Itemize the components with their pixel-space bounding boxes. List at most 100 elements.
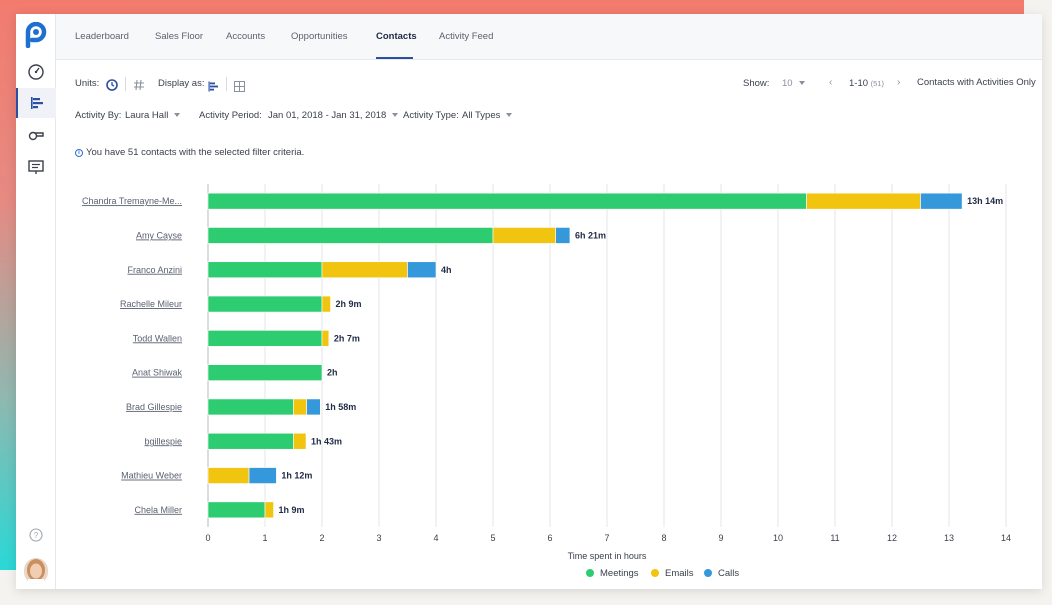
bar-segment-meetings — [207, 192, 807, 210]
chevron-down-icon — [392, 113, 399, 118]
tab-opportunities[interactable]: Opportunities — [291, 31, 348, 42]
bar-total-label: 2h 7m — [334, 333, 360, 343]
bar-view-icon[interactable] — [208, 79, 219, 92]
activity-by-value: Laura Hall — [125, 110, 169, 121]
bar-segment-meetings — [207, 227, 494, 244]
bar-segment-meetings — [207, 261, 323, 279]
bar-total-label: 13h 14m — [967, 196, 1003, 206]
contact-name-link[interactable]: Todd Wallen — [133, 333, 182, 343]
contact-name-link[interactable]: bgillespie — [144, 436, 182, 446]
x-tick-label: 14 — [1001, 533, 1011, 543]
bar-total-label: 1h 58m — [325, 402, 356, 412]
display-as-label: Display as: — [158, 78, 205, 89]
bar-segment-calls — [407, 261, 437, 279]
bar-segment-meetings — [207, 330, 323, 347]
x-tick-label: 9 — [718, 533, 723, 543]
activity-period-label: Activity Period: — [199, 110, 262, 121]
x-tick-label: 0 — [205, 533, 210, 543]
clock-icon[interactable] — [106, 78, 118, 91]
bar-total-label: 1h 12m — [281, 471, 312, 481]
pagination-range-value: 1-10 — [849, 78, 869, 89]
activity-type-select[interactable]: All Types — [462, 110, 513, 121]
tab-sales-floor[interactable]: Sales Floor — [155, 31, 204, 42]
bar-segment-emails — [492, 227, 557, 244]
bar-segment-calls — [555, 227, 571, 244]
main-content: Leaderboard Sales Floor Accounts Opportu… — [56, 14, 1042, 589]
x-tick-label: 7 — [604, 533, 609, 543]
x-tick-label: 2 — [319, 533, 324, 543]
contact-name-link[interactable]: Mathieu Weber — [121, 471, 182, 481]
activity-by-select[interactable]: Laura Hall — [125, 110, 181, 121]
contact-name-link[interactable]: Rachelle Mileur — [120, 299, 182, 309]
tab-leaderboard[interactable]: Leaderboard — [75, 31, 129, 42]
bar-segment-emails — [207, 467, 250, 484]
app-window: ? Leaderboard Sales Floor Accounts Oppor… — [16, 14, 1042, 589]
contact-name-link[interactable]: Chandra Tremayne-Me... — [82, 196, 182, 206]
tab-activity-feed[interactable]: Activity Feed — [439, 31, 494, 42]
left-sidebar: ? — [16, 14, 56, 589]
page-size-select[interactable]: 10 — [782, 78, 805, 89]
bar-segment-emails — [293, 398, 307, 416]
hash-icon[interactable] — [133, 78, 145, 91]
legend-dot — [586, 569, 594, 577]
help-icon[interactable]: ? — [16, 520, 56, 550]
bar-total-label: 1h 43m — [311, 436, 342, 446]
legend-label: Emails — [665, 568, 694, 579]
chevron-down-icon — [174, 113, 181, 118]
prev-page-icon[interactable]: ‹ — [829, 77, 833, 88]
bar-segment-meetings — [207, 364, 323, 381]
tab-accounts[interactable]: Accounts — [226, 31, 266, 42]
x-tick-label: 13 — [944, 533, 954, 543]
x-tick-label: 8 — [661, 533, 666, 543]
page-size-value: 10 — [782, 78, 793, 89]
bar-segment-meetings — [207, 295, 323, 313]
next-page-icon[interactable]: › — [897, 77, 901, 88]
bar-chart-icon[interactable] — [16, 88, 56, 118]
x-tick-label: 4 — [433, 533, 438, 543]
presentation-icon[interactable] — [16, 152, 56, 182]
activity-type-label: Activity Type: — [403, 110, 459, 121]
legend-item-meetings: Meetings — [586, 568, 639, 579]
activity-period-select[interactable]: Jan 01, 2018 - Jan 31, 2018 — [268, 110, 399, 121]
units-label: Units: — [75, 78, 100, 89]
x-tick-label: 6 — [547, 533, 552, 543]
bar-segment-calls — [306, 398, 321, 416]
activity-type-value: All Types — [462, 110, 501, 121]
show-label: Show: — [743, 78, 770, 89]
dashboard-icon[interactable] — [16, 57, 56, 87]
contact-name-link[interactable]: Chela Miller — [134, 505, 182, 515]
x-axis-title: Time spent in hours — [568, 551, 647, 561]
x-tick-label: 5 — [490, 533, 495, 543]
bar-segment-calls — [920, 192, 963, 210]
chevron-down-icon — [798, 81, 805, 86]
grid-view-icon[interactable] — [234, 79, 245, 92]
info-message-text: You have 51 contacts with the selected f… — [86, 147, 305, 158]
user-avatar[interactable] — [24, 558, 48, 584]
activity-by-label: Activity By: — [75, 110, 122, 121]
bar-total-label: 2h — [327, 368, 338, 378]
bar-total-label: 6h 21m — [575, 230, 606, 240]
whistle-icon[interactable] — [16, 120, 56, 150]
pagination-total: (51) — [870, 79, 884, 88]
bar-segment-emails — [293, 432, 307, 450]
legend-label: Meetings — [600, 568, 639, 579]
active-tab-indicator — [376, 57, 413, 59]
x-tick-label: 1 — [262, 533, 267, 543]
contact-name-link[interactable]: Anat Shiwak — [132, 368, 183, 378]
contact-name-link[interactable]: Brad Gillespie — [126, 402, 182, 412]
app-logo-icon[interactable] — [25, 21, 47, 49]
bar-segment-emails — [264, 501, 274, 519]
top-navigation: Leaderboard Sales Floor Accounts Opportu… — [56, 14, 1042, 60]
info-icon: i — [75, 149, 83, 157]
tab-contacts[interactable]: Contacts — [376, 31, 417, 42]
contacts-with-activities-label: Contacts with Activities Only — [917, 77, 1036, 88]
contacts-chart: 0 1 2 3 4 5 6 7 8 9 10 11 12 13 14 Time spent in hours C… — [56, 164, 1042, 589]
bar-total-label: 1h 9m — [279, 505, 305, 515]
contact-name-link[interactable]: Amy Cayse — [136, 230, 182, 240]
x-tick-label: 12 — [887, 533, 897, 543]
bar-segment-emails — [321, 295, 331, 313]
info-message: i You have 51 contacts with the selected … — [75, 147, 304, 158]
contact-name-link[interactable]: Franco Anzini — [127, 265, 182, 275]
legend-item-emails: Emails — [651, 568, 694, 579]
